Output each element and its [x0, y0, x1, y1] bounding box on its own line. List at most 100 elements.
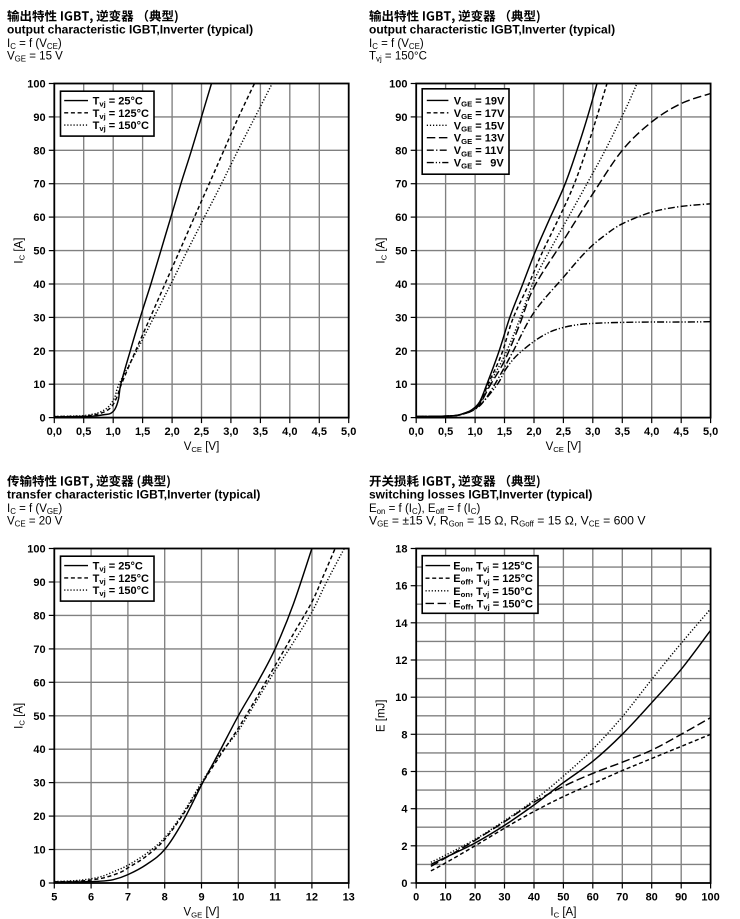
svg-text:100: 100 [389, 79, 407, 91]
svg-text:50: 50 [33, 711, 45, 723]
svg-text:70: 70 [395, 179, 407, 191]
svg-text:3,5: 3,5 [253, 426, 268, 438]
svg-text:5: 5 [51, 892, 57, 904]
svg-text:Eon = f (IC), Eoff = f (IC): Eon = f (IC), Eoff = f (IC) [369, 503, 480, 516]
svg-text:100: 100 [27, 544, 45, 556]
svg-text:0: 0 [39, 413, 45, 425]
svg-text:Eoff, Tvj = 125°C: Eoff, Tvj = 125°C [453, 573, 533, 586]
svg-text:8: 8 [162, 892, 168, 904]
svg-text:20: 20 [33, 811, 45, 823]
svg-text:60: 60 [395, 212, 407, 224]
svg-text:Tvj = 150°C: Tvj = 150°C [93, 120, 149, 133]
svg-text:2: 2 [401, 841, 407, 853]
svg-text:output characteristic IGBT,Inv: output characteristic IGBT,Inverter (typ… [7, 23, 253, 37]
svg-text:output characteristic IGBT,Inv: output characteristic IGBT,Inverter (typ… [369, 23, 615, 37]
svg-text:VGE = 19V: VGE = 19V [454, 95, 505, 108]
svg-text:40: 40 [33, 744, 45, 756]
svg-text:6: 6 [88, 892, 94, 904]
svg-text:8: 8 [401, 729, 407, 741]
svg-text:4,5: 4,5 [674, 426, 689, 438]
svg-text:VGE = ±15 V, RGon = 15 Ω, RGof: VGE = ±15 V, RGon = 15 Ω, RGoff = 15 Ω, … [369, 513, 646, 528]
svg-text:0,5: 0,5 [76, 426, 91, 438]
svg-text:VCE [V]: VCE [V] [546, 441, 582, 454]
svg-text:20: 20 [395, 346, 407, 358]
svg-text:80: 80 [33, 145, 45, 157]
svg-text:18: 18 [395, 544, 407, 556]
svg-text:90: 90 [675, 892, 687, 904]
svg-text:Tvj = 25°C: Tvj = 25°C [93, 561, 143, 574]
svg-text:Tvj = 150°C: Tvj = 150°C [369, 50, 427, 63]
svg-text:VGE = 11V: VGE = 11V [454, 145, 505, 158]
svg-text:1,5: 1,5 [135, 426, 150, 438]
svg-text:3,0: 3,0 [223, 426, 238, 438]
svg-text:VGE = 17V: VGE = 17V [454, 108, 505, 121]
svg-text:VGE = 15V: VGE = 15V [454, 120, 505, 133]
svg-text:0,0: 0,0 [409, 426, 424, 438]
svg-text:11: 11 [269, 892, 281, 904]
svg-text:transfer characteristic IGBT,I: transfer characteristic IGBT,Inverter (t… [7, 488, 260, 502]
svg-text:7: 7 [125, 892, 131, 904]
svg-text:2,5: 2,5 [556, 426, 571, 438]
svg-text:90: 90 [33, 577, 45, 589]
svg-text:switching losses IGBT,Inverter: switching losses IGBT,Inverter (typical) [369, 488, 592, 502]
svg-text:IC [A]: IC [A] [13, 238, 26, 264]
svg-text:40: 40 [33, 279, 45, 291]
svg-text:10: 10 [33, 379, 45, 391]
svg-text:70: 70 [33, 644, 45, 656]
svg-text:2,0: 2,0 [164, 426, 179, 438]
svg-text:VGE = 15 V: VGE = 15 V [7, 50, 63, 63]
svg-text:IC [A]: IC [A] [13, 703, 26, 729]
svg-text:3,0: 3,0 [585, 426, 600, 438]
svg-text:10: 10 [33, 845, 45, 857]
svg-text:VGE = 9V: VGE = 9V [454, 158, 505, 171]
svg-text:50: 50 [395, 246, 407, 258]
svg-text:0: 0 [401, 878, 407, 890]
svg-text:IC = f (VCE): IC = f (VCE) [7, 38, 62, 51]
svg-text:12: 12 [306, 892, 318, 904]
svg-text:30: 30 [33, 312, 45, 324]
svg-text:90: 90 [33, 112, 45, 124]
svg-text:50: 50 [557, 892, 569, 904]
svg-text:0: 0 [413, 892, 419, 904]
svg-text:IC [A]: IC [A] [375, 238, 388, 264]
svg-text:100: 100 [701, 892, 719, 904]
svg-text:3,5: 3,5 [615, 426, 630, 438]
svg-text:10: 10 [395, 692, 407, 704]
svg-text:0,0: 0,0 [47, 426, 62, 438]
svg-text:80: 80 [33, 610, 45, 622]
svg-text:80: 80 [646, 892, 658, 904]
svg-text:2,5: 2,5 [194, 426, 209, 438]
svg-text:30: 30 [33, 778, 45, 790]
svg-text:60: 60 [33, 677, 45, 689]
svg-text:Eoff, Tvj = 150°C: Eoff, Tvj = 150°C [453, 598, 533, 611]
svg-text:Tvj = 125°C: Tvj = 125°C [93, 573, 149, 586]
svg-text:12: 12 [395, 655, 407, 667]
svg-text:VGE = 13V: VGE = 13V [454, 133, 505, 146]
svg-text:20: 20 [469, 892, 481, 904]
svg-text:VGE [V]: VGE [V] [183, 907, 219, 919]
svg-text:6: 6 [401, 767, 407, 779]
svg-text:5,0: 5,0 [703, 426, 718, 438]
svg-text:16: 16 [395, 581, 407, 593]
svg-text:80: 80 [395, 145, 407, 157]
svg-text:VCE = 20 V: VCE = 20 V [7, 515, 63, 528]
svg-text:4,0: 4,0 [644, 426, 659, 438]
svg-text:IC = f (VCE): IC = f (VCE) [369, 38, 424, 51]
svg-text:5,0: 5,0 [341, 426, 356, 438]
svg-text:Tvj = 25°C: Tvj = 25°C [93, 96, 143, 109]
svg-text:70: 70 [33, 179, 45, 191]
svg-text:10: 10 [395, 379, 407, 391]
svg-text:13: 13 [343, 892, 355, 904]
svg-text:Tvj = 150°C: Tvj = 150°C [93, 585, 149, 598]
svg-text:Eon, Tvj = 125°C: Eon, Tvj = 125°C [453, 561, 532, 574]
svg-text:10: 10 [232, 892, 244, 904]
svg-text:60: 60 [587, 892, 599, 904]
svg-text:IC [A]: IC [A] [550, 907, 576, 919]
svg-text:14: 14 [395, 618, 408, 630]
svg-text:2,0: 2,0 [526, 426, 541, 438]
svg-text:VCE [V]: VCE [V] [184, 441, 220, 454]
svg-text:70: 70 [616, 892, 628, 904]
svg-text:0: 0 [39, 878, 45, 890]
svg-text:90: 90 [395, 112, 407, 124]
svg-text:4: 4 [401, 804, 408, 816]
